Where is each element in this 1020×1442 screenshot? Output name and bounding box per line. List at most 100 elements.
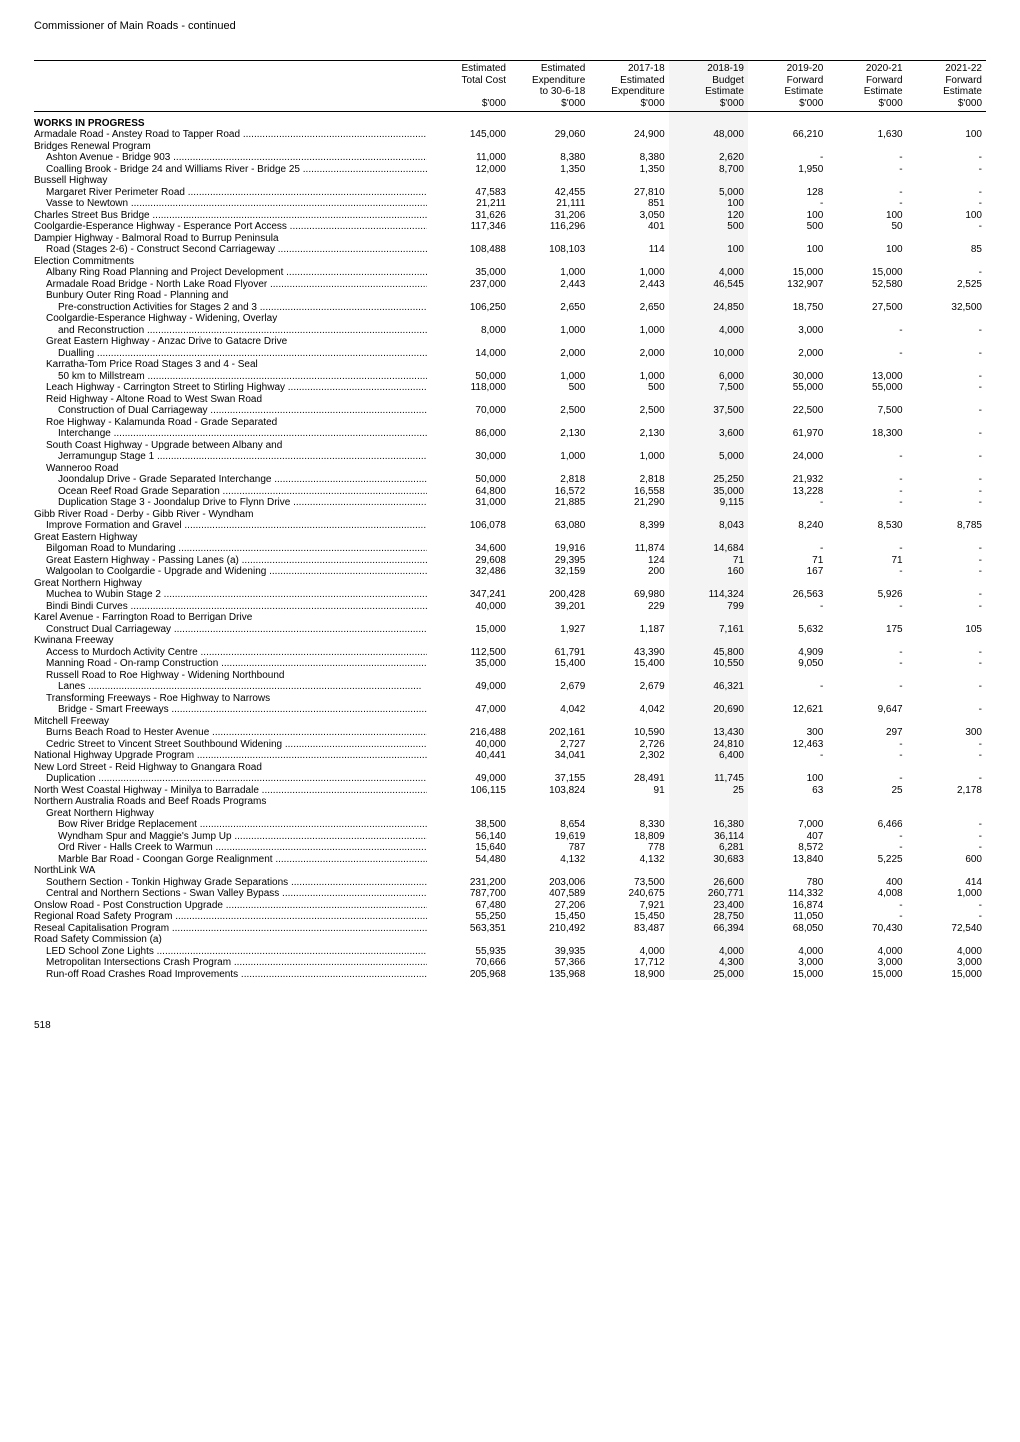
cell-value: 2,500 bbox=[510, 405, 589, 417]
cell-value: 229 bbox=[589, 601, 668, 613]
cell-value bbox=[827, 796, 906, 808]
table-row: Vasse to Newtown21,21121,111851100--- bbox=[34, 198, 986, 210]
row-description: Southern Section - Tonkin Highway Grade … bbox=[34, 877, 431, 889]
cell-value: 205,968 bbox=[431, 969, 510, 981]
row-description: National Highway Upgrade Program bbox=[34, 750, 431, 762]
cell-value: 11,874 bbox=[589, 543, 668, 555]
table-row: South Coast Highway - Upgrade between Al… bbox=[34, 440, 986, 452]
cell-value: 347,241 bbox=[431, 589, 510, 601]
cell-value: 2,500 bbox=[589, 405, 668, 417]
cell-value bbox=[510, 141, 589, 153]
cell-value: 66,210 bbox=[748, 129, 827, 141]
cell-value bbox=[669, 808, 748, 820]
col-unit: $'000 bbox=[589, 98, 668, 112]
row-description: Reseal Capitalisation Program bbox=[34, 923, 431, 935]
row-description: Coolgardie-Esperance Highway - Widening,… bbox=[34, 313, 431, 325]
cell-value: 8,399 bbox=[589, 520, 668, 532]
table-row: Dualling14,0002,0002,00010,0002,000-- bbox=[34, 348, 986, 360]
row-description: Joondalup Drive - Grade Separated Interc… bbox=[34, 474, 431, 486]
cell-value bbox=[431, 290, 510, 302]
cell-value: 1,000 bbox=[589, 371, 668, 383]
cell-value bbox=[589, 509, 668, 521]
cell-value bbox=[589, 934, 668, 946]
cell-value: - bbox=[907, 451, 986, 463]
cell-value bbox=[589, 808, 668, 820]
cell-value bbox=[431, 635, 510, 647]
row-description: Bridge - Smart Freeways bbox=[34, 704, 431, 716]
cell-value bbox=[669, 670, 748, 682]
cell-value bbox=[907, 865, 986, 877]
cell-value bbox=[907, 233, 986, 245]
cell-value bbox=[669, 290, 748, 302]
cell-value: 70,000 bbox=[431, 405, 510, 417]
row-description: Duplication Stage 3 - Joondalup Drive to… bbox=[34, 497, 431, 509]
table-row: Charles Street Bus Bridge31,62631,2063,0… bbox=[34, 210, 986, 222]
cell-value: 3,000 bbox=[907, 957, 986, 969]
cell-value: 100 bbox=[669, 198, 748, 210]
row-description: Bunbury Outer Ring Road - Planning and bbox=[34, 290, 431, 302]
cell-value: 57,366 bbox=[510, 957, 589, 969]
cell-value: 6,281 bbox=[669, 842, 748, 854]
cell-value bbox=[907, 141, 986, 153]
cell-value: 100 bbox=[748, 773, 827, 785]
cell-value: 15,000 bbox=[827, 267, 906, 279]
cell-value: 100 bbox=[827, 210, 906, 222]
cell-value: 18,750 bbox=[748, 302, 827, 314]
cell-value bbox=[669, 394, 748, 406]
table-row: Reid Highway - Altone Road to West Swan … bbox=[34, 394, 986, 406]
cell-value: 108,103 bbox=[510, 244, 589, 256]
cell-value: 37,155 bbox=[510, 773, 589, 785]
cell-value: 851 bbox=[589, 198, 668, 210]
cell-value: 30,000 bbox=[748, 371, 827, 383]
table-row: LED School Zone Lights55,93539,9354,0004… bbox=[34, 946, 986, 958]
row-description: Ord River - Halls Creek to Warmun bbox=[34, 842, 431, 854]
cell-value: 114,324 bbox=[669, 589, 748, 601]
cell-value: 1,350 bbox=[510, 164, 589, 176]
cell-value: 15,000 bbox=[827, 969, 906, 981]
cell-value bbox=[748, 716, 827, 728]
cell-value: - bbox=[907, 187, 986, 199]
cell-value: 787,700 bbox=[431, 888, 510, 900]
table-row: Wyndham Spur and Maggie's Jump Up56,1401… bbox=[34, 831, 986, 843]
cell-value bbox=[589, 394, 668, 406]
cell-value: 55,000 bbox=[748, 382, 827, 394]
cell-value bbox=[589, 336, 668, 348]
cell-value bbox=[907, 612, 986, 624]
col-header: EstimatedTotal Cost bbox=[431, 61, 510, 98]
cell-value bbox=[589, 233, 668, 245]
table-row: Coalling Brook - Bridge 24 and Williams … bbox=[34, 164, 986, 176]
cell-value: 8,700 bbox=[669, 164, 748, 176]
cell-value bbox=[669, 440, 748, 452]
cell-value: 5,000 bbox=[669, 187, 748, 199]
cell-value: 3,000 bbox=[748, 957, 827, 969]
cell-value: 2,650 bbox=[589, 302, 668, 314]
table-row: North West Coastal Highway - Minilya to … bbox=[34, 785, 986, 797]
cell-value bbox=[589, 175, 668, 187]
row-description: Access to Murdoch Activity Centre bbox=[34, 647, 431, 659]
cell-value: - bbox=[827, 773, 906, 785]
cell-value: - bbox=[907, 371, 986, 383]
cell-value bbox=[510, 463, 589, 475]
cell-value: - bbox=[907, 405, 986, 417]
cell-value: 4,909 bbox=[748, 647, 827, 659]
row-description: Regional Road Safety Program bbox=[34, 911, 431, 923]
cell-value bbox=[510, 808, 589, 820]
table-row: Pre-construction Activities for Stages 2… bbox=[34, 302, 986, 314]
cell-value: 240,675 bbox=[589, 888, 668, 900]
cell-value: 100 bbox=[748, 210, 827, 222]
cell-value: 15,450 bbox=[510, 911, 589, 923]
cell-value: 9,050 bbox=[748, 658, 827, 670]
row-description: Central and Northern Sections - Swan Val… bbox=[34, 888, 431, 900]
cell-value bbox=[907, 336, 986, 348]
cell-value: 61,970 bbox=[748, 428, 827, 440]
cell-value: 2,130 bbox=[510, 428, 589, 440]
cell-value: 21,211 bbox=[431, 198, 510, 210]
table-row: Bindi Bindi Curves40,00039,201229799--- bbox=[34, 601, 986, 613]
cell-value bbox=[907, 578, 986, 590]
cell-value: - bbox=[827, 348, 906, 360]
table-row: Manning Road - On-ramp Construction35,00… bbox=[34, 658, 986, 670]
cell-value bbox=[827, 394, 906, 406]
cell-value: 37,500 bbox=[669, 405, 748, 417]
cell-value bbox=[748, 256, 827, 268]
row-description: Reid Highway - Altone Road to West Swan … bbox=[34, 394, 431, 406]
